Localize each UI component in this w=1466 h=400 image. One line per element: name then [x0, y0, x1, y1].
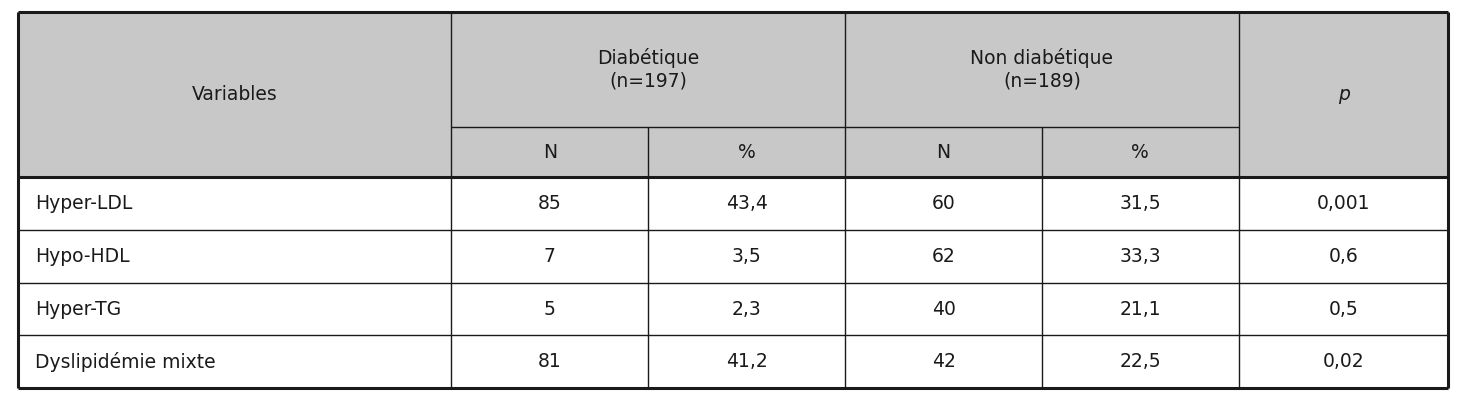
Bar: [18, 283, 1448, 335]
Text: 2,3: 2,3: [732, 300, 761, 318]
Text: p: p: [1337, 85, 1350, 104]
Text: Non diabétique
(n=189): Non diabétique (n=189): [970, 48, 1114, 90]
Text: 22,5: 22,5: [1120, 352, 1161, 371]
Text: 60: 60: [932, 194, 956, 213]
Text: 5: 5: [544, 300, 556, 318]
Text: 31,5: 31,5: [1120, 194, 1161, 213]
Bar: [18, 230, 1448, 283]
Text: 85: 85: [538, 194, 561, 213]
Bar: [18, 127, 1448, 178]
Text: 40: 40: [931, 300, 956, 318]
Text: 41,2: 41,2: [726, 352, 768, 371]
Text: Dyslipidémie mixte: Dyslipidémie mixte: [35, 352, 216, 372]
Text: 3,5: 3,5: [732, 247, 761, 266]
Text: 0,6: 0,6: [1328, 247, 1359, 266]
Text: N: N: [542, 142, 557, 162]
Text: Hyper-TG: Hyper-TG: [35, 300, 122, 318]
Text: %: %: [1132, 142, 1149, 162]
Bar: [18, 335, 1448, 388]
Text: 0,02: 0,02: [1322, 352, 1365, 371]
Text: 43,4: 43,4: [726, 194, 768, 213]
Bar: [18, 12, 1448, 127]
Text: 0,5: 0,5: [1328, 300, 1359, 318]
Text: Hyper-LDL: Hyper-LDL: [35, 194, 132, 213]
Text: 33,3: 33,3: [1120, 247, 1161, 266]
Text: 42: 42: [931, 352, 956, 371]
Text: N: N: [937, 142, 950, 162]
Text: Diabétique
(n=197): Diabétique (n=197): [597, 48, 699, 90]
Bar: [18, 178, 1448, 230]
Text: Hypo-HDL: Hypo-HDL: [35, 247, 130, 266]
Text: Variables: Variables: [192, 85, 277, 104]
Text: 7: 7: [544, 247, 556, 266]
Text: 62: 62: [932, 247, 956, 266]
Text: 21,1: 21,1: [1120, 300, 1161, 318]
Text: %: %: [737, 142, 755, 162]
Text: 81: 81: [538, 352, 561, 371]
Text: 0,001: 0,001: [1316, 194, 1371, 213]
